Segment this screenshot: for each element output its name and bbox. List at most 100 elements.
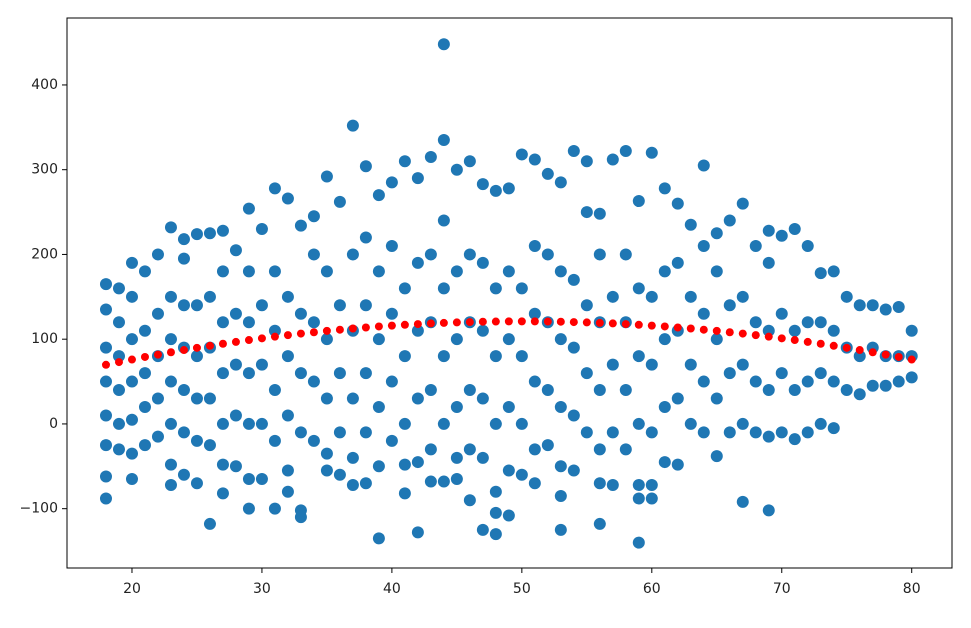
data-point xyxy=(489,184,502,197)
fit-point xyxy=(660,322,669,331)
data-point xyxy=(437,475,450,488)
data-point xyxy=(385,434,398,447)
data-point xyxy=(697,159,710,172)
data-point xyxy=(268,434,281,447)
data-point xyxy=(502,400,515,413)
fit-point xyxy=(634,320,643,329)
data-point xyxy=(827,265,840,278)
data-point xyxy=(593,477,606,490)
y-tick-label: 200 xyxy=(31,246,58,262)
fit-point xyxy=(296,329,305,338)
fit-point xyxy=(673,323,682,332)
fit-point xyxy=(868,348,877,357)
data-point xyxy=(216,487,229,500)
data-point xyxy=(554,265,567,278)
fit-point xyxy=(452,318,461,327)
data-point xyxy=(463,248,476,261)
data-point xyxy=(905,371,918,384)
data-point xyxy=(99,375,112,388)
data-point xyxy=(476,178,489,191)
data-point xyxy=(515,148,528,161)
data-point xyxy=(398,417,411,430)
data-point xyxy=(333,195,346,208)
data-point xyxy=(554,460,567,473)
data-point xyxy=(463,384,476,397)
data-point xyxy=(892,375,905,388)
data-point xyxy=(619,248,632,261)
data-point xyxy=(138,400,151,413)
data-point xyxy=(879,379,892,392)
y-tick-label: 300 xyxy=(31,162,58,178)
data-point xyxy=(203,439,216,452)
data-point xyxy=(242,367,255,380)
data-point xyxy=(528,153,541,166)
data-point xyxy=(398,282,411,295)
fit-point xyxy=(699,325,708,334)
data-point xyxy=(138,367,151,380)
data-point xyxy=(593,207,606,220)
fit-point xyxy=(439,318,448,327)
data-point xyxy=(814,267,827,280)
data-point xyxy=(658,456,671,469)
data-point xyxy=(333,299,346,312)
data-point xyxy=(645,492,658,505)
data-point xyxy=(320,392,333,405)
data-point xyxy=(164,333,177,346)
data-point xyxy=(99,303,112,316)
data-point xyxy=(424,475,437,488)
data-point xyxy=(892,300,905,313)
data-point xyxy=(320,170,333,183)
data-point xyxy=(749,316,762,329)
data-point xyxy=(554,176,567,189)
data-point xyxy=(541,167,554,180)
data-point xyxy=(567,341,580,354)
data-point xyxy=(112,316,125,329)
fit-point xyxy=(244,336,253,345)
data-point xyxy=(346,478,359,491)
data-point xyxy=(632,492,645,505)
data-point xyxy=(125,256,138,269)
data-point xyxy=(229,244,242,257)
data-point xyxy=(411,456,424,469)
data-point xyxy=(359,231,372,244)
fit-point xyxy=(348,324,357,333)
data-point xyxy=(346,248,359,261)
data-point xyxy=(788,324,801,337)
data-point xyxy=(567,464,580,477)
data-point xyxy=(684,290,697,303)
data-point xyxy=(658,400,671,413)
data-point xyxy=(476,392,489,405)
data-point xyxy=(437,134,450,147)
data-point xyxy=(554,523,567,536)
data-point xyxy=(580,299,593,312)
data-point xyxy=(268,265,281,278)
fit-point xyxy=(257,334,266,343)
fit-point xyxy=(218,339,227,348)
data-point xyxy=(177,426,190,439)
data-point xyxy=(229,307,242,320)
data-point xyxy=(177,252,190,265)
fit-point xyxy=(114,358,123,367)
data-point xyxy=(151,307,164,320)
data-point xyxy=(294,219,307,232)
data-point xyxy=(125,333,138,346)
data-point xyxy=(229,358,242,371)
data-point xyxy=(125,473,138,486)
data-point xyxy=(567,409,580,422)
data-point xyxy=(853,388,866,401)
data-point xyxy=(203,290,216,303)
data-point xyxy=(333,367,346,380)
data-point xyxy=(541,439,554,452)
data-point xyxy=(723,214,736,227)
data-point xyxy=(112,350,125,363)
data-point xyxy=(151,392,164,405)
data-point xyxy=(112,417,125,430)
data-point xyxy=(398,155,411,168)
data-point xyxy=(502,333,515,346)
data-point xyxy=(632,195,645,208)
data-point xyxy=(372,333,385,346)
data-point xyxy=(190,299,203,312)
data-point xyxy=(775,307,788,320)
data-point xyxy=(138,265,151,278)
data-point xyxy=(450,473,463,486)
